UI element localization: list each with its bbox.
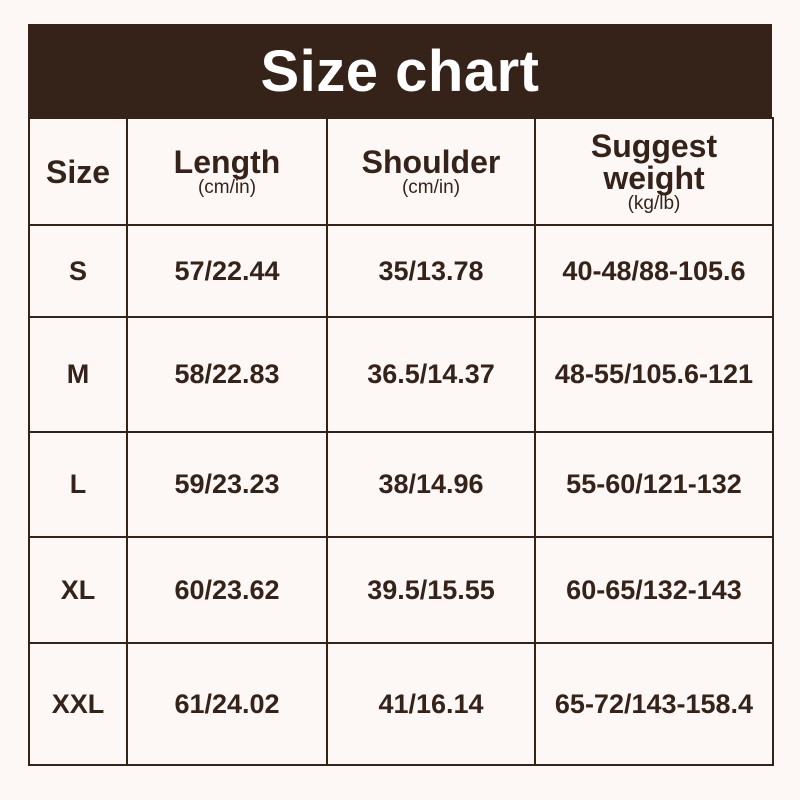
- table-row: XXL 61/24.02 41/16.14 65-72/143-158.4: [28, 642, 774, 766]
- cell-weight: 55-60/121-132: [534, 431, 774, 538]
- cell-weight: 65-72/143-158.4: [534, 642, 774, 766]
- cell-length: 58/22.83: [126, 316, 328, 433]
- cell-length: 59/23.23: [126, 431, 328, 538]
- cell-size: M: [28, 316, 128, 433]
- header-label: Shoulder: [361, 143, 501, 180]
- cell-shoulder: 38/14.96: [326, 431, 536, 538]
- cell-size: S: [28, 224, 128, 318]
- header-unit: (cm/in): [401, 176, 461, 198]
- table-row: L 59/23.23 38/14.96 55-60/121-132: [28, 431, 774, 538]
- cell-size: XL: [28, 536, 128, 644]
- page-title: Size chart: [260, 38, 540, 104]
- header-unit: (cm/in): [197, 176, 257, 198]
- header-label: Length: [173, 143, 281, 180]
- header-unit: (kg/lb): [627, 192, 681, 214]
- header-shoulder: Shoulder (cm/in): [326, 117, 536, 226]
- header-size: Size: [28, 117, 128, 226]
- header-label: Size: [45, 153, 111, 190]
- cell-shoulder: 39.5/15.55: [326, 536, 536, 644]
- table-row: M 58/22.83 36.5/14.37 48-55/105.6-121: [28, 316, 774, 433]
- cell-weight: 48-55/105.6-121: [534, 316, 774, 433]
- header-row: Size Length (cm/in) Shoulder (cm/in) Sugge…: [28, 117, 774, 226]
- cell-shoulder: 41/16.14: [326, 642, 536, 766]
- cell-length: 57/22.44: [126, 224, 328, 318]
- cell-weight: 60-65/132-143: [534, 536, 774, 644]
- cell-length: 60/23.62: [126, 536, 328, 644]
- header-weight: Suggest weight (kg/lb): [534, 117, 774, 226]
- header-length: Length (cm/in): [126, 117, 328, 226]
- cell-weight: 40-48/88-105.6: [534, 224, 774, 318]
- title-band: Size chart: [28, 24, 772, 118]
- table-row: XL 60/23.62 39.5/15.55 60-65/132-143: [28, 536, 774, 644]
- size-table: Size Length (cm/in) Shoulder (cm/in) Sugge…: [28, 117, 774, 766]
- header-label: Suggest weight: [590, 127, 718, 196]
- cell-shoulder: 35/13.78: [326, 224, 536, 318]
- cell-size: XXL: [28, 642, 128, 766]
- cell-size: L: [28, 431, 128, 538]
- cell-shoulder: 36.5/14.37: [326, 316, 536, 433]
- table-row: S 57/22.44 35/13.78 40-48/88-105.6: [28, 224, 774, 318]
- cell-length: 61/24.02: [126, 642, 328, 766]
